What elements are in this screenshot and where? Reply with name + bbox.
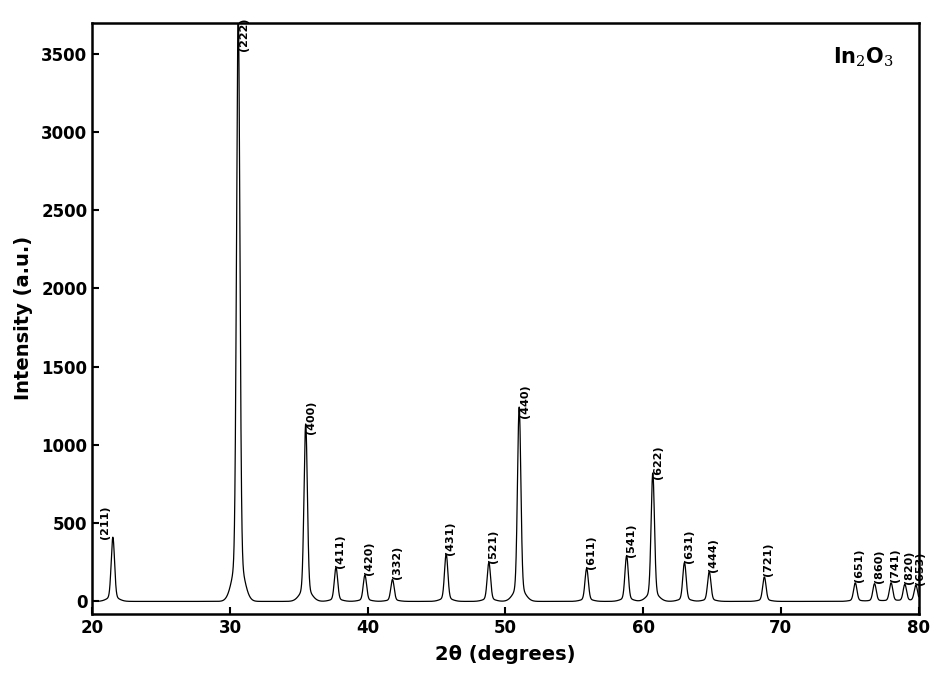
Text: (611): (611) bbox=[586, 535, 596, 569]
Text: (332): (332) bbox=[392, 546, 401, 579]
Text: (741): (741) bbox=[890, 549, 901, 582]
Text: (420): (420) bbox=[364, 541, 374, 575]
Text: (860): (860) bbox=[873, 550, 884, 583]
Text: (444): (444) bbox=[708, 538, 718, 572]
X-axis label: 2θ (degrees): 2θ (degrees) bbox=[435, 645, 576, 664]
Text: (622): (622) bbox=[653, 445, 664, 479]
Y-axis label: Intensity (a.u.): Intensity (a.u.) bbox=[14, 236, 33, 400]
Text: (631): (631) bbox=[683, 530, 694, 563]
Text: (211): (211) bbox=[100, 505, 110, 539]
Text: (431): (431) bbox=[446, 522, 455, 555]
Text: (440): (440) bbox=[520, 384, 530, 418]
Text: (653): (653) bbox=[915, 551, 925, 584]
Text: (541): (541) bbox=[626, 523, 635, 557]
Text: In$_2$O$_3$: In$_2$O$_3$ bbox=[833, 46, 894, 69]
Text: (411): (411) bbox=[335, 534, 346, 567]
Text: (721): (721) bbox=[764, 543, 773, 576]
Text: (651): (651) bbox=[854, 549, 865, 582]
Text: (222): (222) bbox=[239, 17, 248, 51]
Text: (521): (521) bbox=[488, 530, 498, 563]
Text: (820): (820) bbox=[904, 551, 914, 584]
Text: (400): (400) bbox=[306, 401, 316, 434]
